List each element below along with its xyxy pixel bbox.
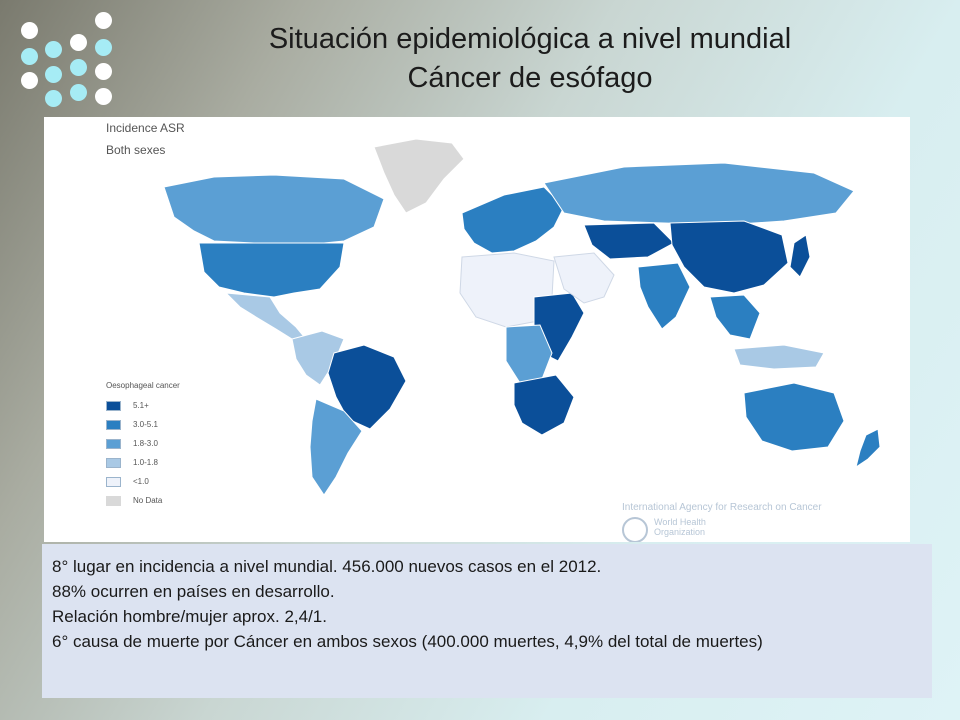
north-america-north xyxy=(163,174,385,246)
fact-line: 88% ocurren en países en desarrollo. xyxy=(52,582,335,601)
title-line-2: Cáncer de esófago xyxy=(407,62,653,94)
legend-title: Oesophageal cancer xyxy=(106,381,180,390)
fact-line: 6° causa de muerte por Cáncer en ambos s… xyxy=(52,632,763,651)
legend-label: <1.0 xyxy=(133,477,149,486)
legend-label: 1.8-3.0 xyxy=(133,439,158,448)
china xyxy=(669,220,789,294)
legend-item: 5.1+ xyxy=(106,398,180,413)
south-america-northwest xyxy=(291,330,345,386)
fact-line: 8° lugar en incidencia a nivel mundial. … xyxy=(52,557,602,576)
middle-east xyxy=(553,252,615,304)
who-text: World Health Organization xyxy=(654,517,706,537)
map-heading-sexes: Both sexes xyxy=(106,143,166,157)
legend-swatch xyxy=(106,419,121,430)
legend-swatch xyxy=(106,400,121,411)
map-heading-incidence: Incidence ASR xyxy=(106,121,185,135)
southern-africa xyxy=(513,374,575,436)
japan xyxy=(789,234,811,278)
iarc-credit: International Agency for Research on Can… xyxy=(622,502,822,513)
legend-swatch xyxy=(106,457,121,468)
south-america-south xyxy=(309,398,363,496)
legend-item: 3.0-5.1 xyxy=(106,417,180,432)
legend-label: 1.0-1.8 xyxy=(133,458,158,467)
who-line-1: World Health xyxy=(654,517,706,527)
new-zealand xyxy=(855,428,881,469)
map-graphic xyxy=(163,138,881,496)
decorative-dot-pattern xyxy=(18,12,118,112)
legend-item: 1.0-1.8 xyxy=(106,455,180,470)
legend-item: No Data xyxy=(106,493,180,508)
brazil xyxy=(327,344,407,430)
central-america xyxy=(224,292,308,340)
indonesia xyxy=(733,344,825,370)
legend-item: 1.8-3.0 xyxy=(106,436,180,451)
map-legend: Oesophageal cancer 5.1+ 3.0-5.1 1.8-3.0 … xyxy=(106,381,180,512)
title-line-1: Situación epidemiológica a nivel mundial xyxy=(268,23,792,55)
slide-title: Situación epidemiológica a nivel mundial… xyxy=(120,20,940,98)
legend-swatch xyxy=(106,476,121,487)
world-incidence-map: Incidence ASR Both sexes Oesophageal can… xyxy=(44,117,910,542)
legend-label: 5.1+ xyxy=(133,401,149,410)
facts-box: 8° lugar en incidencia a nivel mundial. … xyxy=(42,544,932,698)
legend-label: No Data xyxy=(133,496,163,505)
legend-item: <1.0 xyxy=(106,474,180,489)
russia xyxy=(543,162,855,226)
who-line-2: Organization xyxy=(654,527,706,537)
greenland xyxy=(373,138,465,214)
legend-swatch xyxy=(106,438,121,449)
southeast-asia xyxy=(709,294,761,340)
fact-line: Relación hombre/mujer aprox. 2,4/1. xyxy=(52,607,327,626)
usa xyxy=(198,242,345,298)
who-emblem-icon xyxy=(622,517,648,542)
australia xyxy=(743,382,845,452)
who-logo: World Health Organization xyxy=(622,517,706,542)
europe xyxy=(461,186,565,254)
central-asia xyxy=(583,222,675,260)
legend-swatch xyxy=(106,495,121,506)
legend-label: 3.0-5.1 xyxy=(133,420,158,429)
india xyxy=(637,262,691,330)
